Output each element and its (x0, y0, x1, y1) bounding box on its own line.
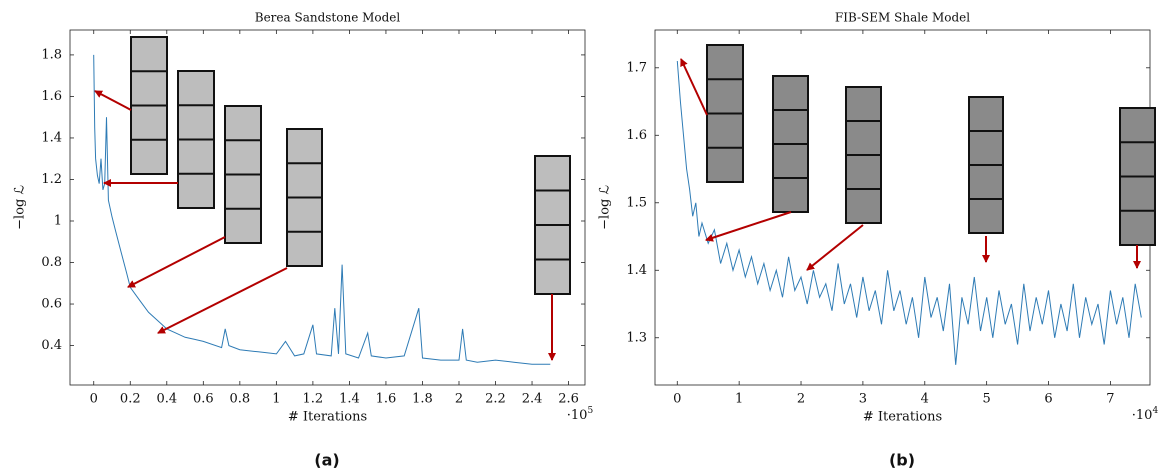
x-axis-label: # Iterations (288, 410, 367, 425)
y-tick-label: 0.6 (41, 297, 62, 312)
arrow (94, 90, 132, 111)
x-tick-label: 0 (673, 392, 681, 407)
y-tick-label: 1.7 (626, 60, 647, 75)
x-tick-label: 1.6 (376, 392, 397, 407)
x-tick-label: 1.8 (412, 392, 433, 407)
x-tick-label: 0.6 (193, 392, 214, 407)
x-tick-label: 7 (1106, 392, 1114, 407)
x-multiplier-exponent: 4 (1152, 406, 1158, 416)
y-tick-label: 1.3 (626, 330, 647, 345)
x-tick-label: 5 (983, 392, 991, 407)
x-axis-label: # Iterations (863, 410, 942, 425)
x-tick-label: 2 (455, 392, 463, 407)
x-multiplier-exponent: 5 (587, 406, 593, 416)
data-line (93, 54, 551, 365)
x-tick-label: 2.4 (522, 392, 543, 407)
x-tick-label: 1.2 (303, 392, 324, 407)
x-multiplier-base: ·10 (567, 408, 588, 423)
x-tick-label: 0.2 (120, 392, 141, 407)
arrow (806, 224, 864, 271)
arrow (705, 211, 792, 242)
arrow (127, 236, 226, 288)
x-tick-label: 0.4 (156, 392, 177, 407)
data-line (676, 60, 1142, 365)
y-tick-label: 0.4 (41, 338, 62, 353)
x-multiplier: ·105 (567, 406, 594, 423)
x-multiplier: ·104 (1132, 406, 1159, 423)
y-tick-label: 1.6 (626, 128, 647, 143)
x-tick-label: 0 (90, 392, 98, 407)
caption: (a) (314, 451, 339, 470)
y-tick-label: 1.5 (626, 195, 647, 210)
x-tick-label: 1.4 (339, 392, 360, 407)
y-tick-label: 1.4 (626, 263, 647, 278)
x-multiplier-base: ·10 (1132, 408, 1153, 423)
arrow (680, 58, 708, 116)
x-tick-label: 0.8 (229, 392, 250, 407)
x-tick-label: 1 (735, 392, 743, 407)
caption: (b) (889, 451, 915, 470)
plot-frame (69, 29, 586, 386)
x-tick-label: 4 (921, 392, 929, 407)
chart-title: Berea Sandstone Model (255, 11, 401, 25)
y-tick-label: 1.4 (41, 130, 62, 145)
y-tick-label: 1.8 (41, 47, 62, 62)
y-tick-label: 0.8 (41, 255, 62, 270)
y-tick-label: 1.2 (41, 172, 62, 187)
x-tick-label: 2.2 (485, 392, 506, 407)
y-axis-label: −log ℒ (13, 185, 28, 230)
arrow (157, 267, 288, 334)
y-axis-label: −log ℒ (598, 185, 613, 230)
x-tick-label: 2.6 (558, 392, 579, 407)
x-tick-label: 3 (859, 392, 867, 407)
x-tick-label: 6 (1044, 392, 1052, 407)
y-tick-label: 1.6 (41, 89, 62, 104)
chart-title: FIB-SEM Shale Model (835, 11, 970, 25)
y-tick-label: 1 (54, 213, 62, 228)
x-tick-label: 1 (272, 392, 280, 407)
x-tick-label: 2 (797, 392, 805, 407)
